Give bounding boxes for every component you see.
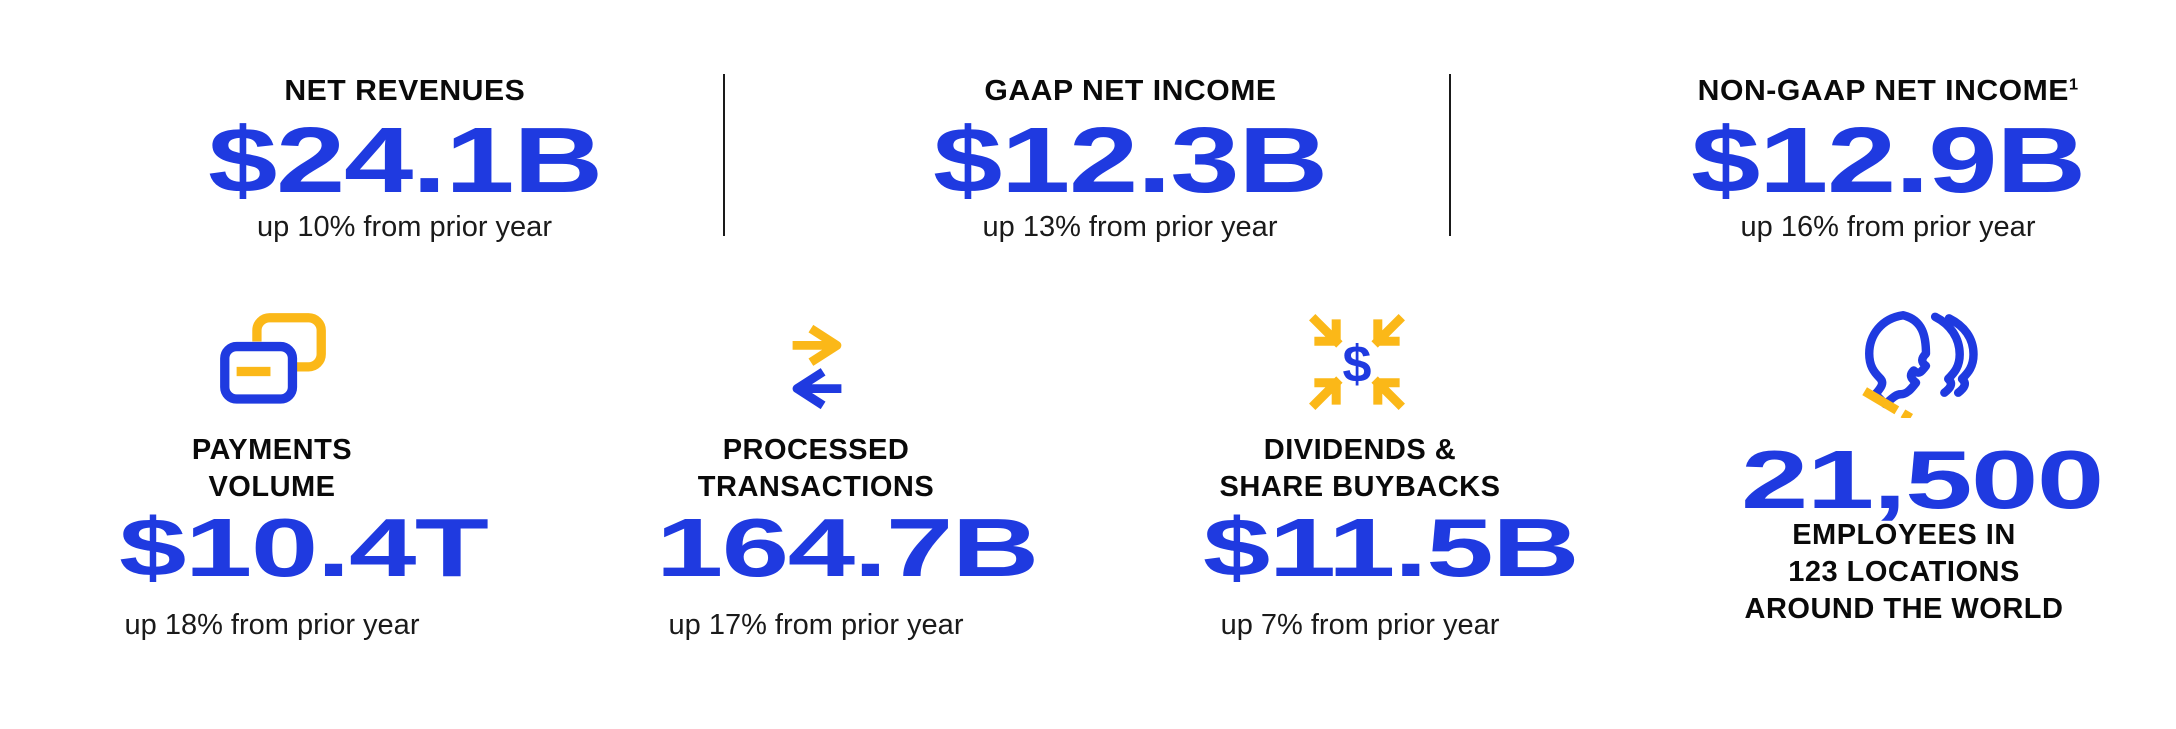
svg-text:$: $ bbox=[1343, 335, 1372, 393]
